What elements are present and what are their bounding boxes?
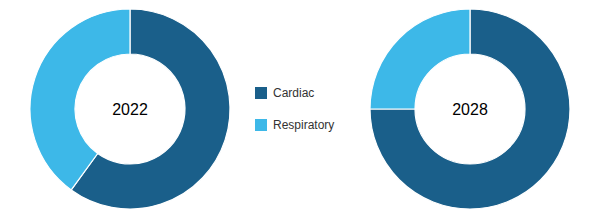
html-text:Respiratory: Respiratory <box>273 118 335 132</box>
svg-text:2028: 2028 <box>452 101 488 118</box>
svg-text:2022: 2022 <box>112 101 148 118</box>
html-text:Cardiac: Cardiac <box>273 86 315 100</box>
